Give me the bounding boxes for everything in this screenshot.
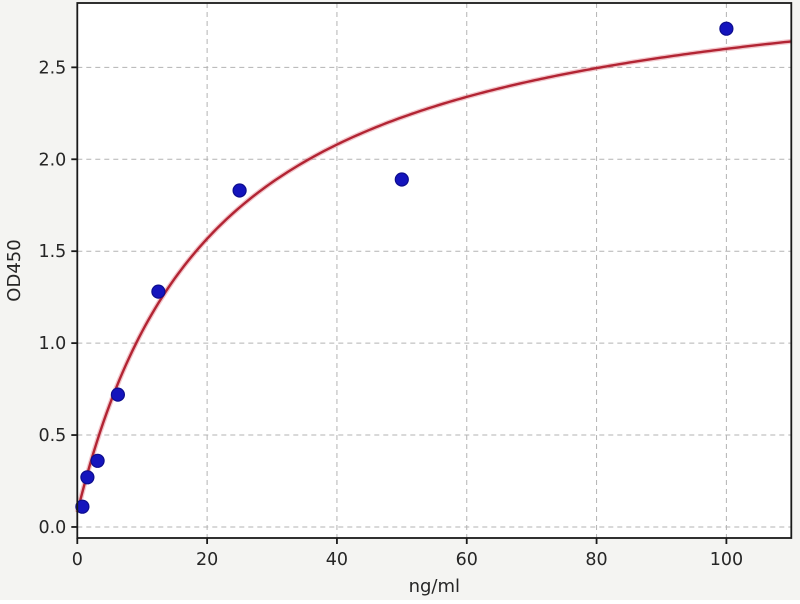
- plot-area: [77, 3, 792, 538]
- x-tick-label: 0: [72, 550, 83, 570]
- data-point: [719, 21, 734, 36]
- data-point: [75, 499, 90, 514]
- plot-spines: [76, 2, 793, 539]
- x-tick-label: 100: [710, 550, 743, 570]
- tick-labels: 0 20 40 60 80 100 0.0 0.5 1.0 1.5 2.0 2.5: [38, 58, 743, 570]
- fit-curve-line: [76, 40, 792, 513]
- data-point: [110, 387, 126, 402]
- y-tick-label: 1.5: [38, 242, 66, 262]
- data-point: [232, 183, 247, 198]
- x-tick-label: 60: [456, 550, 478, 570]
- x-tick-label: 20: [196, 550, 218, 570]
- x-tick-label: 80: [585, 550, 607, 570]
- y-tick-label: 0.5: [38, 426, 66, 446]
- data-point: [151, 284, 166, 299]
- x-tick-label: 40: [326, 550, 348, 570]
- data-point: [80, 470, 95, 485]
- x-axis-label: ng/ml: [409, 576, 460, 597]
- y-tick-label: 2.5: [38, 58, 66, 78]
- y-tick-label: 2.0: [38, 150, 66, 170]
- y-tick-label: 0.0: [38, 518, 66, 538]
- data-point: [90, 453, 105, 468]
- data-points: [75, 21, 734, 514]
- y-axis-label: OD450: [4, 239, 25, 301]
- fit-curve: [74, 38, 792, 513]
- y-tick-label: 1.0: [38, 334, 66, 354]
- data-point: [394, 172, 409, 187]
- tick-marks: [71, 66, 728, 544]
